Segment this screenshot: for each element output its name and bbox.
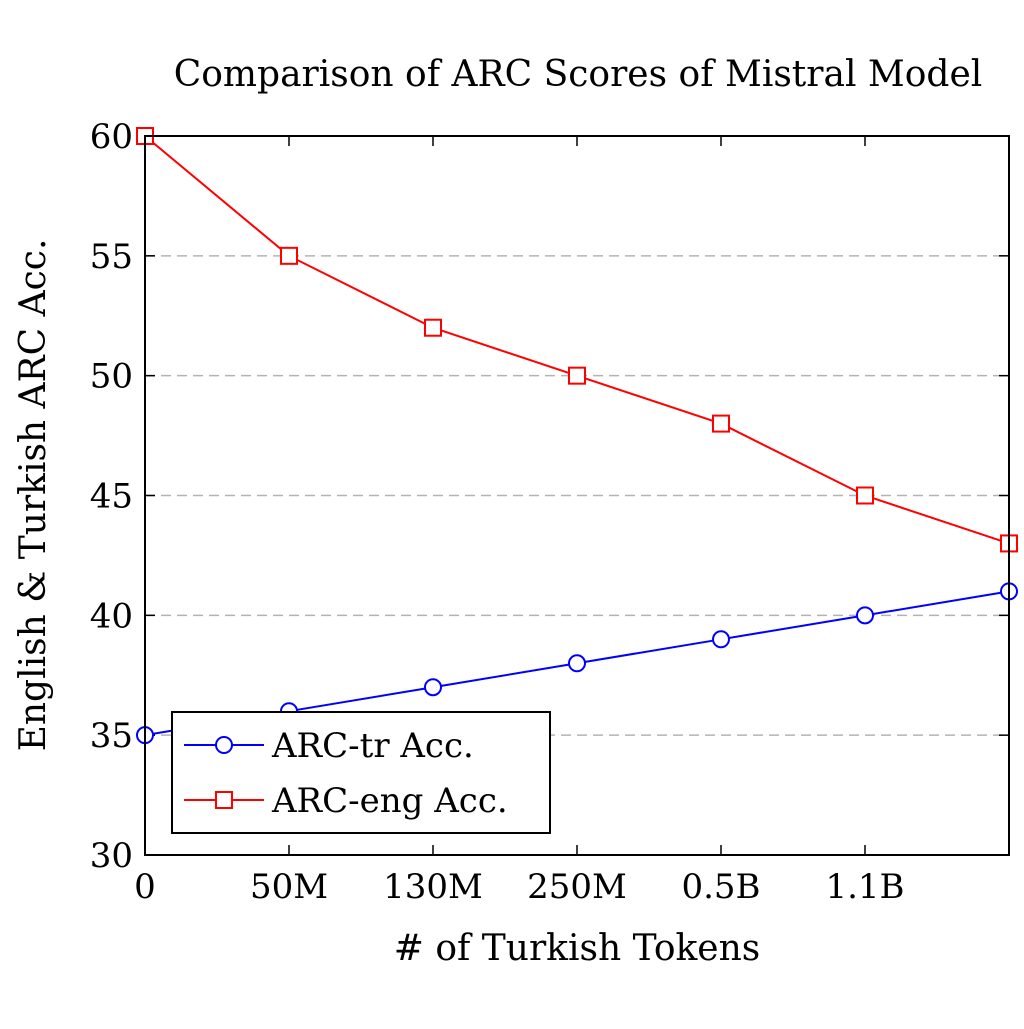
y-tick-label: 35 — [90, 716, 133, 756]
x-tick-label: 0.5B — [681, 867, 760, 907]
y-tick-label: 55 — [90, 237, 133, 277]
y-tick-label: 30 — [90, 836, 133, 876]
data-point — [712, 414, 730, 433]
legend-label: ARC-tr Acc. — [271, 726, 474, 766]
series-arc-eng — [136, 127, 1018, 553]
legend-marker — [215, 791, 233, 809]
series-line — [144, 135, 1010, 545]
x-tick-label: 0 — [134, 867, 156, 907]
data-point — [856, 606, 874, 625]
y-tick-label: 60 — [90, 117, 133, 157]
y-tick-label: 45 — [90, 477, 133, 517]
plot-frame — [144, 135, 1010, 856]
data-point — [712, 630, 730, 649]
legend-box — [171, 711, 551, 834]
x-tick-label: 1.1B — [825, 867, 904, 907]
x-tick-label: 250M — [527, 867, 627, 907]
x-tick-label: 130M — [383, 867, 483, 907]
y-axis-label: English & Turkish ARC Acc. — [13, 239, 54, 752]
chart-title: Comparison of ARC Scores of Mistral Mode… — [174, 54, 983, 95]
data-point — [424, 318, 442, 337]
data-point — [280, 246, 298, 265]
data-point — [568, 366, 586, 385]
x-axis-label: # of Turkish Tokens — [394, 928, 761, 969]
data-point — [424, 678, 442, 697]
x-tick-label: 50M — [250, 867, 328, 907]
axis-ticks: 30 35 40 45 50 55 60 0 50M 130M 250M 0.5B 1.1B — [90, 117, 1010, 907]
data-point — [856, 486, 874, 505]
data-point — [568, 654, 586, 673]
series-lines — [136, 127, 1018, 745]
y-tick-label: 40 — [90, 596, 133, 636]
legend: ARC-tr Acc. ARC-eng Acc. — [171, 711, 551, 834]
legend-label: ARC-eng Acc. — [271, 781, 508, 821]
y-tick-label: 50 — [90, 357, 133, 397]
legend-marker — [215, 736, 233, 754]
